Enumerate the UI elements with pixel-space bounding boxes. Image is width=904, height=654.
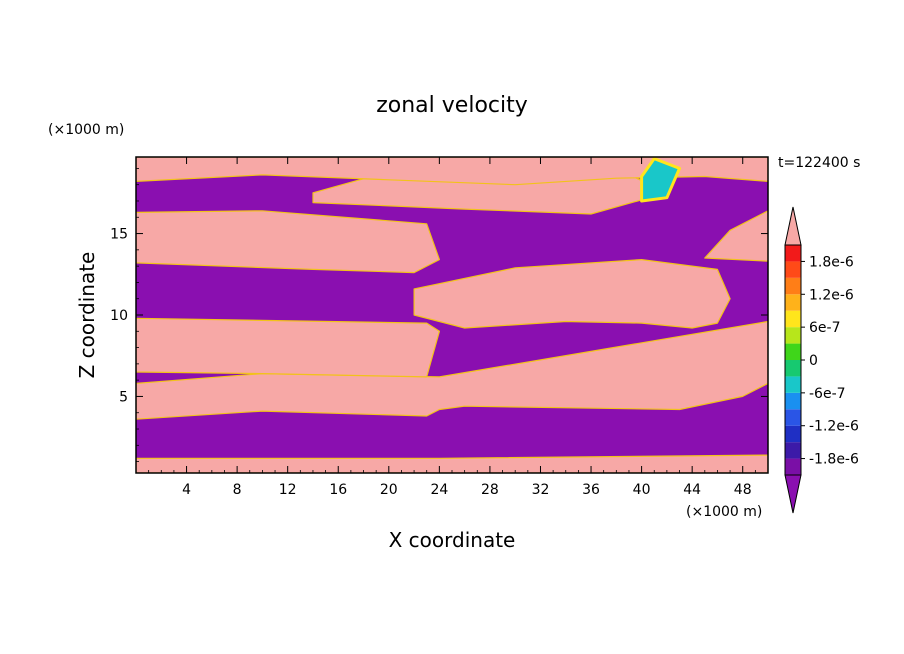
- colorbar-segment: [785, 294, 801, 311]
- colorbar-segment: [785, 245, 801, 262]
- x-tick-label: 4: [182, 482, 191, 498]
- x-tick-label: 20: [380, 482, 398, 498]
- colorbar-segment: [785, 409, 801, 426]
- contour-region-6: [704, 210, 768, 262]
- colorbar-tick-label: -1.8e-6: [809, 452, 859, 468]
- colorbar-segment: [785, 310, 801, 328]
- contour-region-5: [413, 259, 731, 329]
- contour-region-1: [136, 454, 768, 473]
- colorbar-tick-label: 1.8e-6: [809, 254, 854, 270]
- y-tick-label: 10: [110, 308, 128, 324]
- y-axis-unit: (×1000 m): [48, 122, 124, 138]
- colorbar-segment: [785, 458, 801, 475]
- colorbar-segment: [785, 360, 801, 377]
- x-tick-label: 44: [683, 482, 701, 498]
- colorbar-tick-label: 1.2e-6: [809, 287, 854, 303]
- colorbar: 1.8e-6 1.2e-6 6e-7 0 -6e-7 -1.2e-6 -1.8e-6: [784, 206, 859, 514]
- x-tick-label: 40: [633, 482, 651, 498]
- x-tick-label: 24: [430, 482, 448, 498]
- colorbar-segment: [785, 327, 801, 344]
- contour-region-9: [640, 157, 681, 203]
- chart-title: zonal velocity: [376, 93, 528, 118]
- colorbar-tick-label: 0: [809, 353, 818, 369]
- colorbar-segment: [785, 277, 801, 295]
- colorbar-segment: [785, 343, 801, 360]
- colorbar-under-triangle: [784, 474, 802, 514]
- y-tick-label: 15: [110, 227, 128, 243]
- x-tick-label: 8: [233, 482, 242, 498]
- colorbar-tick-label: -6e-7: [809, 386, 846, 402]
- y-tick-label: 5: [119, 389, 128, 405]
- colorbar-segment: [785, 376, 801, 393]
- colorbar-segment: [785, 392, 801, 410]
- y-axis-label: Z coordinate: [75, 252, 99, 379]
- x-axis-label: X coordinate: [389, 528, 516, 552]
- colorbar-over-triangle: [784, 206, 802, 246]
- colorbar-segment: [785, 442, 801, 459]
- x-tick-label: 36: [582, 482, 600, 498]
- x-tick-label: 28: [481, 482, 499, 498]
- x-tick-label: 16: [329, 482, 347, 498]
- colorbar-tick-label: -1.2e-6: [809, 419, 859, 435]
- x-tick-label: 12: [279, 482, 297, 498]
- colorbar-tick-label: 6e-7: [809, 320, 840, 336]
- contour-field: [136, 157, 768, 473]
- contour-region-4: [136, 210, 440, 274]
- y-axis-ticks: 5 10 15: [110, 168, 768, 462]
- x-tick-label: 32: [532, 482, 550, 498]
- x-tick-label: 48: [734, 482, 752, 498]
- x-axis-unit: (×1000 m): [686, 504, 762, 520]
- x-axis-ticks: 4 8 12 16 20 24 28 32 36 40 44 48: [148, 157, 756, 498]
- colorbar-segment: [785, 261, 801, 278]
- colorbar-segment: [785, 425, 801, 443]
- contour-region-3: [136, 317, 440, 378]
- time-label: t=122400 s: [778, 155, 860, 171]
